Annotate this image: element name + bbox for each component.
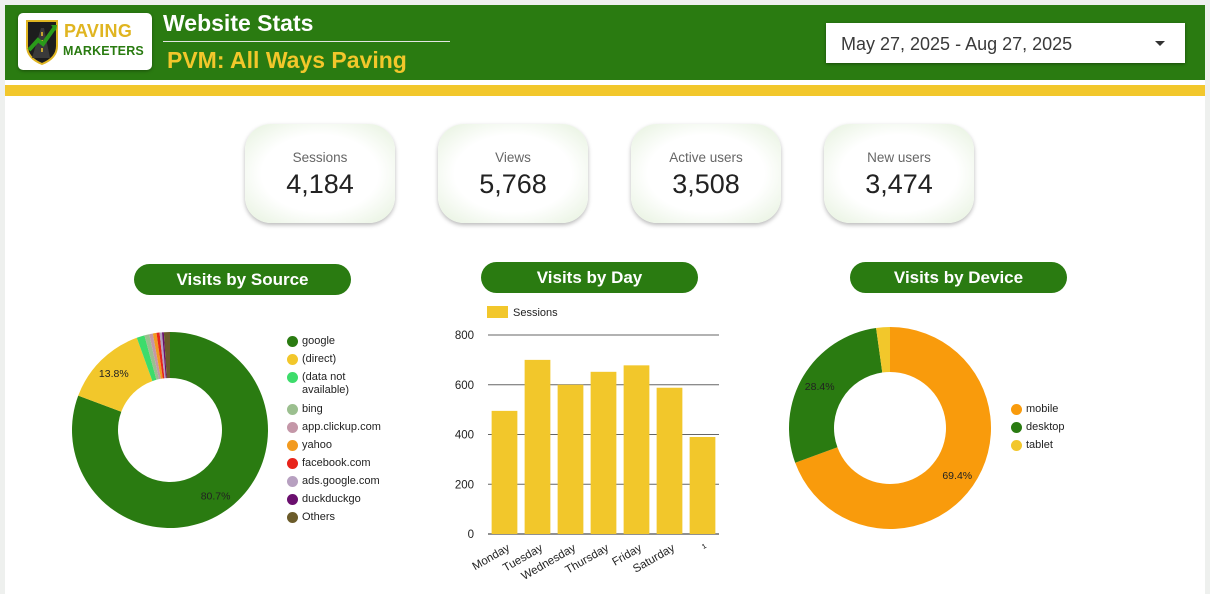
visits-by-source-chart[interactable]: 80.7% 13.8% <box>65 325 285 535</box>
legend-label-series[interactable]: Sessions <box>513 307 558 319</box>
slice-direct[interactable] <box>78 337 153 412</box>
legend-swatch-mobile <box>1011 404 1022 415</box>
kpi-card-active-users[interactable]: Active users 3,508 <box>631 124 781 223</box>
y-tick-label: 600 <box>455 380 474 392</box>
kpi-card-views[interactable]: Views 5,768 <box>438 124 588 223</box>
y-tick-label: 200 <box>455 479 474 491</box>
header-divider-yellow <box>5 85 1205 96</box>
slice-yahoo[interactable] <box>152 332 163 379</box>
bar-monday[interactable] <box>491 410 518 534</box>
visits-by-source-legend: google (direct) (data not available) bing ap… <box>287 335 397 535</box>
bar-thursday[interactable] <box>590 371 617 534</box>
legend-label-direct[interactable]: (direct) <box>302 353 337 365</box>
legend-swatch-series <box>487 306 508 318</box>
kpi-label: Views <box>495 150 531 165</box>
report-title: Website Stats <box>163 10 314 36</box>
legend-label-duckduckgo[interactable]: duckduckgo <box>302 493 361 505</box>
legend-swatch-bing <box>287 404 298 415</box>
kpi-label: New users <box>867 150 931 165</box>
report-subtitle: PVM: All Ways Paving <box>167 47 407 73</box>
dashboard-canvas: PAVING MARKETERS Website Stats PVM: All … <box>5 5 1205 594</box>
legend-label-ads-google-com[interactable]: ads.google.com <box>302 475 380 487</box>
report-header: PAVING MARKETERS Website Stats PVM: All … <box>5 5 1205 80</box>
legend-swatch-others <box>287 512 298 523</box>
legend-label-app-clickup-com[interactable]: app.clickup.com <box>302 421 381 433</box>
slice-duckduckgo[interactable] <box>162 332 167 379</box>
slice-desktop[interactable] <box>789 327 883 463</box>
kpi-card-new-users[interactable]: New users 3,474 <box>824 124 974 223</box>
x-tick-label: ¹ <box>701 542 710 554</box>
kpi-value: 5,768 <box>479 169 547 199</box>
legend-swatch-duckduckgo <box>287 494 298 505</box>
slice-label-google: 80.7% <box>201 491 231 503</box>
slice-others[interactable] <box>163 332 170 379</box>
bar-item[interactable] <box>689 436 716 534</box>
bar-friday[interactable] <box>623 365 650 534</box>
road-shield-icon <box>26 20 58 66</box>
slice-ads-google-com[interactable] <box>159 332 166 379</box>
kpi-label: Sessions <box>292 150 348 165</box>
kpi-card-sessions[interactable]: Sessions 4,184 <box>245 124 395 223</box>
legend-swatch-tablet <box>1011 440 1022 451</box>
y-tick-label: 800 <box>455 330 474 342</box>
slice-bing[interactable] <box>144 334 159 380</box>
visits-by-device-legend: mobile desktop tablet <box>1011 403 1111 463</box>
title-divider <box>163 41 450 42</box>
legend-label-others[interactable]: Others <box>302 511 336 523</box>
bar-tuesday[interactable] <box>524 359 551 534</box>
slice-app-clickup-com[interactable] <box>149 333 161 380</box>
legend-label-desktop[interactable]: desktop <box>1026 421 1065 433</box>
date-range-value: May 27, 2025 - Aug 27, 2025 <box>841 34 1073 54</box>
kpi-value: 4,184 <box>286 169 354 199</box>
slice-label-desktop: 28.4% <box>805 381 835 393</box>
header-divider-white <box>5 80 1205 85</box>
legend-label-data-not-available[interactable]: (data not available) <box>302 371 350 396</box>
slice-mobile[interactable] <box>795 327 991 529</box>
legend-swatch-desktop <box>1011 422 1022 433</box>
slice-data-not-available[interactable] <box>136 335 157 382</box>
legend-label-tablet[interactable]: tablet <box>1026 439 1053 451</box>
visits-by-device-title: Visits by Device <box>850 262 1067 293</box>
slice-label-direct: 13.8% <box>99 368 129 380</box>
visits-by-device-chart[interactable]: 69.4% 28.4% <box>785 323 995 533</box>
dropdown-arrow-icon[interactable] <box>1155 41 1165 46</box>
bar-saturday[interactable] <box>656 387 683 534</box>
visits-by-day-chart[interactable]: Sessions0200400600800MondayTuesdayWednes… <box>445 297 725 587</box>
kpi-value: 3,474 <box>865 169 933 199</box>
slice-facebook-com[interactable] <box>156 332 165 379</box>
company-logo: PAVING MARKETERS <box>18 13 152 70</box>
logo-wordmark-top: PAVING <box>64 21 133 41</box>
kpi-label: Active users <box>669 150 743 165</box>
legend-label-yahoo[interactable]: yahoo <box>302 439 332 451</box>
legend-swatch-yahoo <box>287 440 298 451</box>
y-tick-label: 400 <box>455 430 474 442</box>
slice-tablet[interactable] <box>876 327 890 373</box>
logo-wordmark-bottom: MARKETERS <box>63 44 144 58</box>
y-tick-label: 0 <box>468 529 474 541</box>
legend-label-facebook-com[interactable]: facebook.com <box>302 457 371 469</box>
bar-wednesday[interactable] <box>557 384 584 534</box>
legend-swatch-ads-google-com <box>287 476 298 487</box>
slice-google[interactable] <box>71 332 268 528</box>
visits-by-source-title: Visits by Source <box>134 264 351 295</box>
legend-swatch-app-clickup-com <box>287 422 298 433</box>
legend-label-mobile[interactable]: mobile <box>1026 403 1059 415</box>
legend-swatch-google <box>287 336 298 347</box>
legend-swatch-data-not-available <box>287 372 298 383</box>
slice-label-mobile: 69.4% <box>942 470 972 482</box>
legend-swatch-direct <box>287 354 298 365</box>
legend-label-bing[interactable]: bing <box>302 403 323 415</box>
legend-swatch-facebook-com <box>287 458 298 469</box>
kpi-value: 3,508 <box>672 169 740 199</box>
visits-by-day-title: Visits by Day <box>481 262 698 293</box>
legend-label-google[interactable]: google <box>302 335 336 347</box>
date-range-picker[interactable]: May 27, 2025 - Aug 27, 2025 <box>826 23 1185 63</box>
